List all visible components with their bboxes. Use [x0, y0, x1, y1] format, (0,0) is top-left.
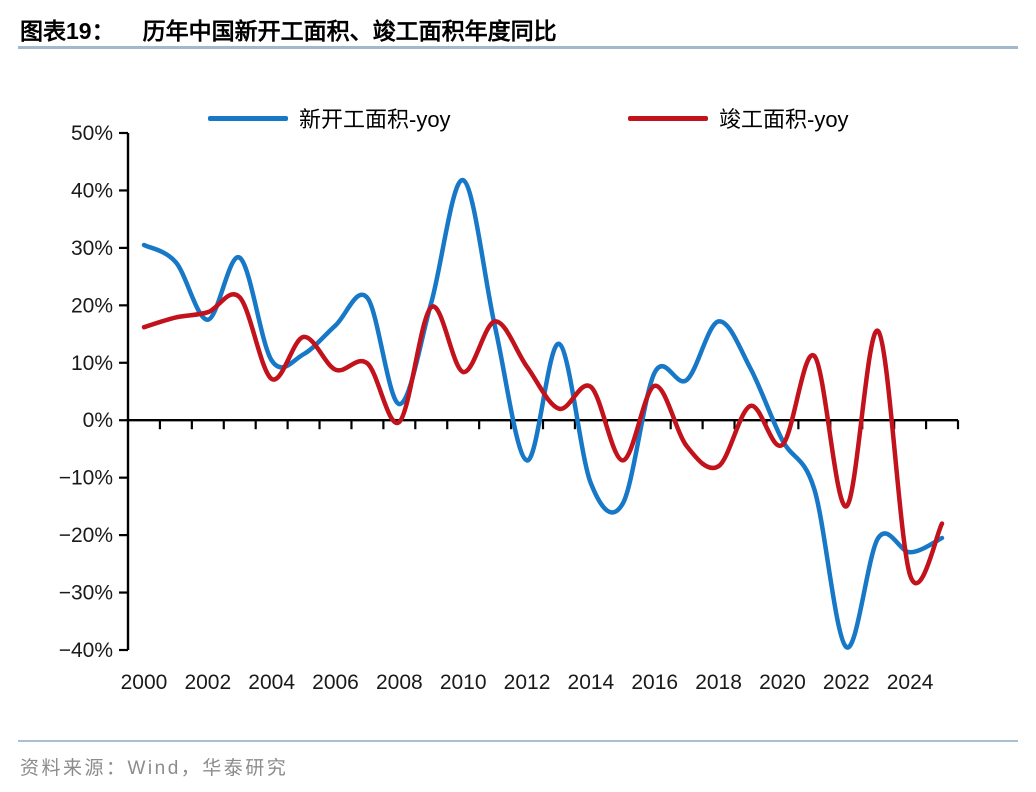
x-axis-label: 2024	[887, 671, 934, 694]
chart-legend: 新开工面积-yoy 竣工面积-yoy	[0, 104, 1036, 132]
x-axis-label: 2004	[248, 671, 295, 694]
y-axis-label: 10%	[71, 352, 113, 375]
figure-title: 图表19： 历年中国新开工面积、竣工面积年度同比	[20, 12, 557, 46]
x-axis-label: 2006	[312, 671, 359, 694]
x-axis-label: 2022	[823, 671, 870, 694]
y-axis-label: 20%	[71, 294, 113, 317]
x-axis-label: 2016	[631, 671, 678, 694]
y-axis-label: 0%	[83, 409, 113, 432]
x-axis-label: 2000	[121, 671, 168, 694]
figure-number: 图表19：	[20, 18, 115, 44]
x-axis-label: 2010	[440, 671, 487, 694]
y-axis-label: −40%	[59, 639, 113, 662]
title-divider	[18, 46, 1018, 49]
legend-item-completions: 竣工面积-yoy	[628, 104, 849, 132]
legend-label-new-starts: 新开工面积-yoy	[299, 107, 451, 132]
y-axis-label: −20%	[59, 524, 113, 547]
legend-swatch-new-starts	[208, 115, 288, 121]
x-axis-label: 2014	[568, 671, 615, 694]
y-axis-label: −30%	[59, 582, 113, 605]
y-axis-label: 50%	[71, 122, 113, 145]
x-axis-label: 2018	[695, 671, 742, 694]
legend-item-new-starts: 新开工面积-yoy	[208, 104, 451, 132]
legend-swatch-completions	[628, 115, 708, 121]
figure-title-text: 历年中国新开工面积、竣工面积年度同比	[142, 18, 557, 44]
x-axis-label: 2020	[759, 671, 806, 694]
y-axis-label: 40%	[71, 179, 113, 202]
x-axis-label: 2008	[376, 671, 423, 694]
legend-label-completions: 竣工面积-yoy	[719, 107, 849, 132]
y-axis-label: −10%	[59, 467, 113, 490]
source-divider	[18, 740, 1018, 742]
series-line-new-starts	[141, 177, 945, 650]
series-line-completions	[141, 292, 945, 586]
y-axis-label: 30%	[71, 237, 113, 260]
source-text: 资料来源：Wind，华泰研究	[20, 758, 289, 779]
x-axis-label: 2012	[504, 671, 551, 694]
x-axis-label: 2002	[184, 671, 231, 694]
